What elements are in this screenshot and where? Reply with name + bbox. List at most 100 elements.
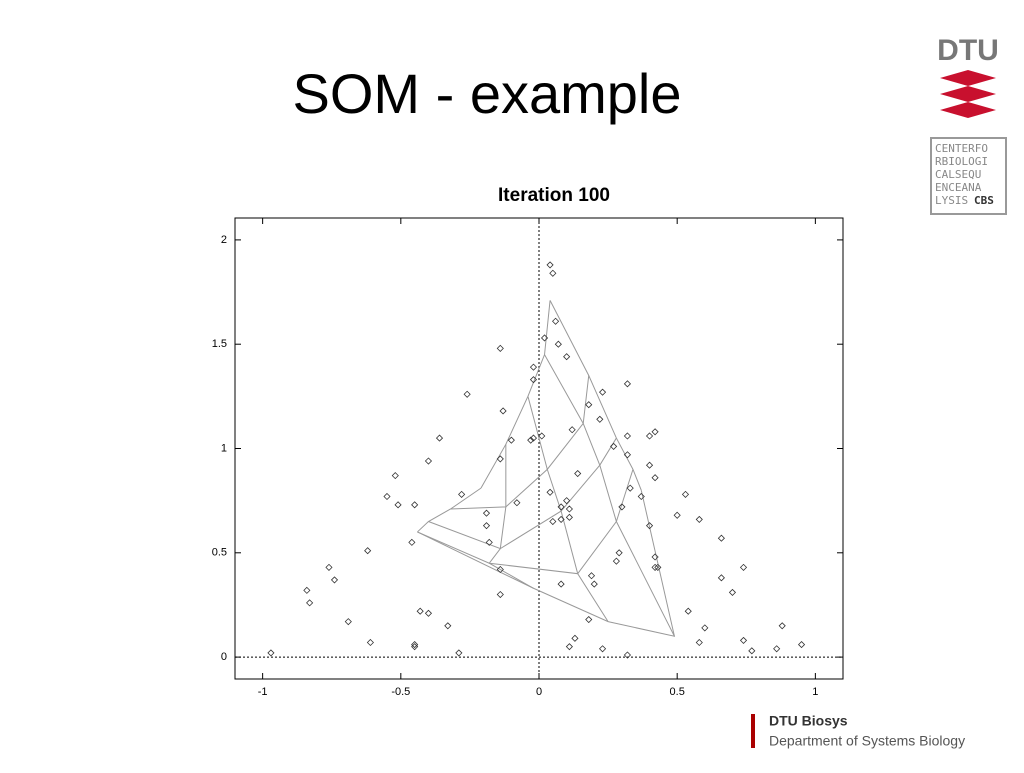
data-point (529, 434, 538, 442)
data-point (554, 340, 562, 348)
footer-department: Department of Systems Biology (769, 733, 965, 749)
slide-title: SOM - example (293, 62, 682, 125)
x-tick-label: 0 (536, 686, 542, 698)
data-point (651, 428, 659, 436)
data-point (563, 497, 571, 505)
data-point (598, 645, 607, 653)
x-tick-label: -1 (258, 686, 268, 698)
data-point (416, 607, 424, 615)
data-point (538, 432, 546, 440)
data-point (574, 469, 582, 478)
data-point (563, 353, 571, 361)
data-point (626, 484, 634, 492)
cbs-logo-mark: CBS (974, 194, 994, 207)
data-point (458, 490, 466, 498)
data-point (623, 380, 632, 388)
data-point (587, 572, 596, 580)
dtu-logo-waves (940, 70, 996, 118)
data-point (797, 641, 806, 649)
data-point (701, 624, 709, 632)
data-point (654, 563, 662, 571)
data-point (499, 407, 507, 415)
som-column (417, 487, 482, 533)
data-point (695, 515, 703, 523)
data-point (552, 317, 560, 325)
data-point (717, 534, 725, 542)
data-point (496, 455, 504, 463)
data-point (645, 522, 654, 530)
footer-bar (751, 714, 755, 748)
data-point (546, 488, 554, 496)
data-point (623, 651, 632, 659)
data-point (585, 615, 593, 624)
data-point (568, 426, 576, 434)
data-point (565, 513, 573, 521)
data-point (549, 269, 557, 277)
cbs-logo-line: ENCEANA (935, 181, 982, 194)
data-point (513, 499, 521, 507)
y-tick-label: 0.5 (212, 547, 227, 559)
data-point (557, 580, 565, 588)
data-point (383, 492, 391, 501)
data-point (748, 647, 756, 655)
data-point (773, 645, 781, 653)
som-row (417, 490, 676, 637)
data-point (623, 432, 632, 440)
dtu-logo-text: DTU (937, 34, 999, 67)
data-point (623, 451, 632, 459)
som-column (549, 300, 642, 491)
som-row (428, 437, 617, 550)
som-column (527, 396, 609, 622)
data-point (645, 461, 654, 469)
x-tick-label: -0.5 (391, 686, 410, 698)
data-point (739, 563, 748, 571)
data-point (565, 643, 573, 651)
data-point (391, 472, 399, 480)
data-point (325, 563, 333, 571)
data-point (507, 436, 515, 444)
cbs-logo-line: CENTERFO (935, 142, 988, 155)
data-point (585, 401, 593, 409)
y-tick-label: 1.5 (212, 338, 227, 350)
data-point (496, 565, 504, 574)
x-tick-label: 0.5 (670, 686, 685, 698)
data-point (364, 547, 372, 555)
data-point (598, 388, 607, 396)
data-point (463, 390, 471, 398)
data-point (610, 442, 618, 450)
som-row (417, 469, 634, 575)
data-point (565, 505, 573, 513)
data-point (557, 503, 565, 511)
data-point (485, 538, 493, 546)
data-point (612, 557, 620, 565)
data-point (651, 553, 659, 561)
data-point (344, 618, 352, 626)
data-point (590, 580, 598, 588)
data-point (717, 574, 725, 582)
y-tick-label: 2 (221, 234, 227, 246)
footer-unit: DTU Biosys (769, 713, 848, 729)
data-point (540, 334, 549, 342)
data-point (739, 636, 748, 644)
data-point (645, 432, 654, 440)
data-point (651, 474, 659, 482)
data-point (411, 501, 419, 509)
data-point (527, 436, 535, 444)
data-point (695, 638, 703, 647)
data-point (394, 501, 402, 509)
data-point (546, 261, 554, 269)
data-point (615, 549, 623, 557)
y-tick-label: 1 (221, 442, 227, 454)
data-point (596, 415, 604, 423)
data-point (728, 588, 737, 596)
data-point (637, 492, 645, 501)
som-column (544, 354, 675, 637)
data-point (618, 503, 626, 511)
data-point (529, 363, 538, 371)
y-tick-label: 0 (221, 651, 227, 663)
data-point (482, 509, 491, 517)
data-point (557, 515, 565, 523)
data-point (435, 434, 444, 442)
cbs-logo-line: RBIOLOGI (935, 155, 988, 168)
